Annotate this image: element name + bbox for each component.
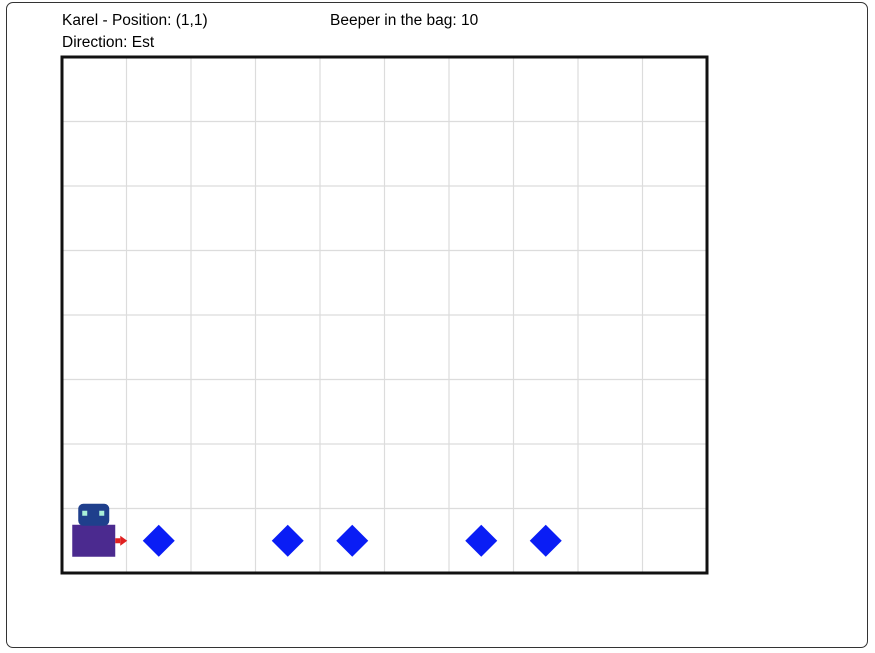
karel-robot-icon: [72, 504, 127, 557]
beeper-icon: [143, 525, 175, 557]
beeper-icon: [272, 525, 304, 557]
beeper-icon: [530, 525, 562, 557]
karel-body: [72, 525, 115, 557]
karel-eye-right: [99, 511, 104, 516]
beeper-icon: [465, 525, 497, 557]
karel-arrow-shaft: [115, 538, 120, 543]
beeper-icon: [336, 525, 368, 557]
karel-eye-left: [82, 511, 87, 516]
